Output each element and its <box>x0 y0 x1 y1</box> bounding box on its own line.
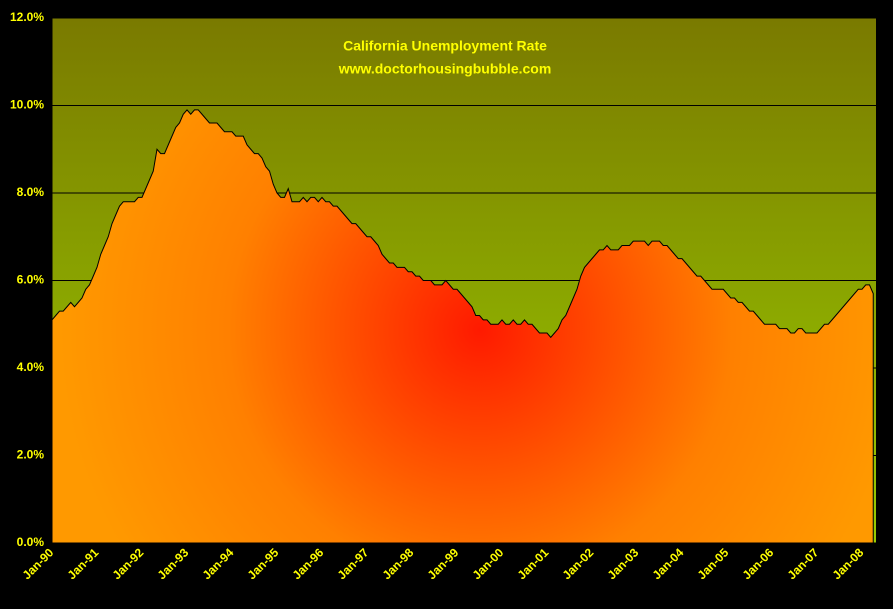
x-tick-label: Jan-08 <box>830 545 867 582</box>
x-tick-label: Jan-95 <box>245 545 282 582</box>
chart-subtitle: www.doctorhousingbubble.com <box>338 61 552 77</box>
x-tick-label: Jan-90 <box>20 545 57 582</box>
chart-title: California Unemployment Rate <box>343 38 547 54</box>
x-tick-label: Jan-05 <box>695 545 732 582</box>
area <box>51 109 874 544</box>
x-tick-label: Jan-96 <box>290 545 327 582</box>
y-tick-label: 8.0% <box>17 185 45 199</box>
x-tick-label: Jan-02 <box>560 545 597 582</box>
x-tick-label: Jan-01 <box>515 545 552 582</box>
x-tick-label: Jan-92 <box>110 545 147 582</box>
y-tick-label: 2.0% <box>17 448 45 462</box>
x-tick-label: Jan-93 <box>155 545 192 582</box>
y-tick-label: 12.0% <box>10 10 44 24</box>
y-tick-label: 4.0% <box>17 360 45 374</box>
x-tick-label: Jan-99 <box>425 545 462 582</box>
x-tick-label: Jan-98 <box>380 545 417 582</box>
x-tick-label: Jan-00 <box>470 545 507 582</box>
x-tick-label: Jan-04 <box>650 545 687 582</box>
x-tick-label: Jan-07 <box>785 545 822 582</box>
y-tick-label: 0.0% <box>17 535 45 549</box>
y-tick-label: 10.0% <box>10 98 44 112</box>
x-tick-label: Jan-91 <box>65 545 102 582</box>
y-tick-label: 6.0% <box>17 273 45 287</box>
x-tick-label: Jan-94 <box>200 545 237 582</box>
x-tick-label: Jan-03 <box>605 545 642 582</box>
x-tick-label: Jan-06 <box>740 545 777 582</box>
x-tick-label: Jan-97 <box>335 545 372 582</box>
